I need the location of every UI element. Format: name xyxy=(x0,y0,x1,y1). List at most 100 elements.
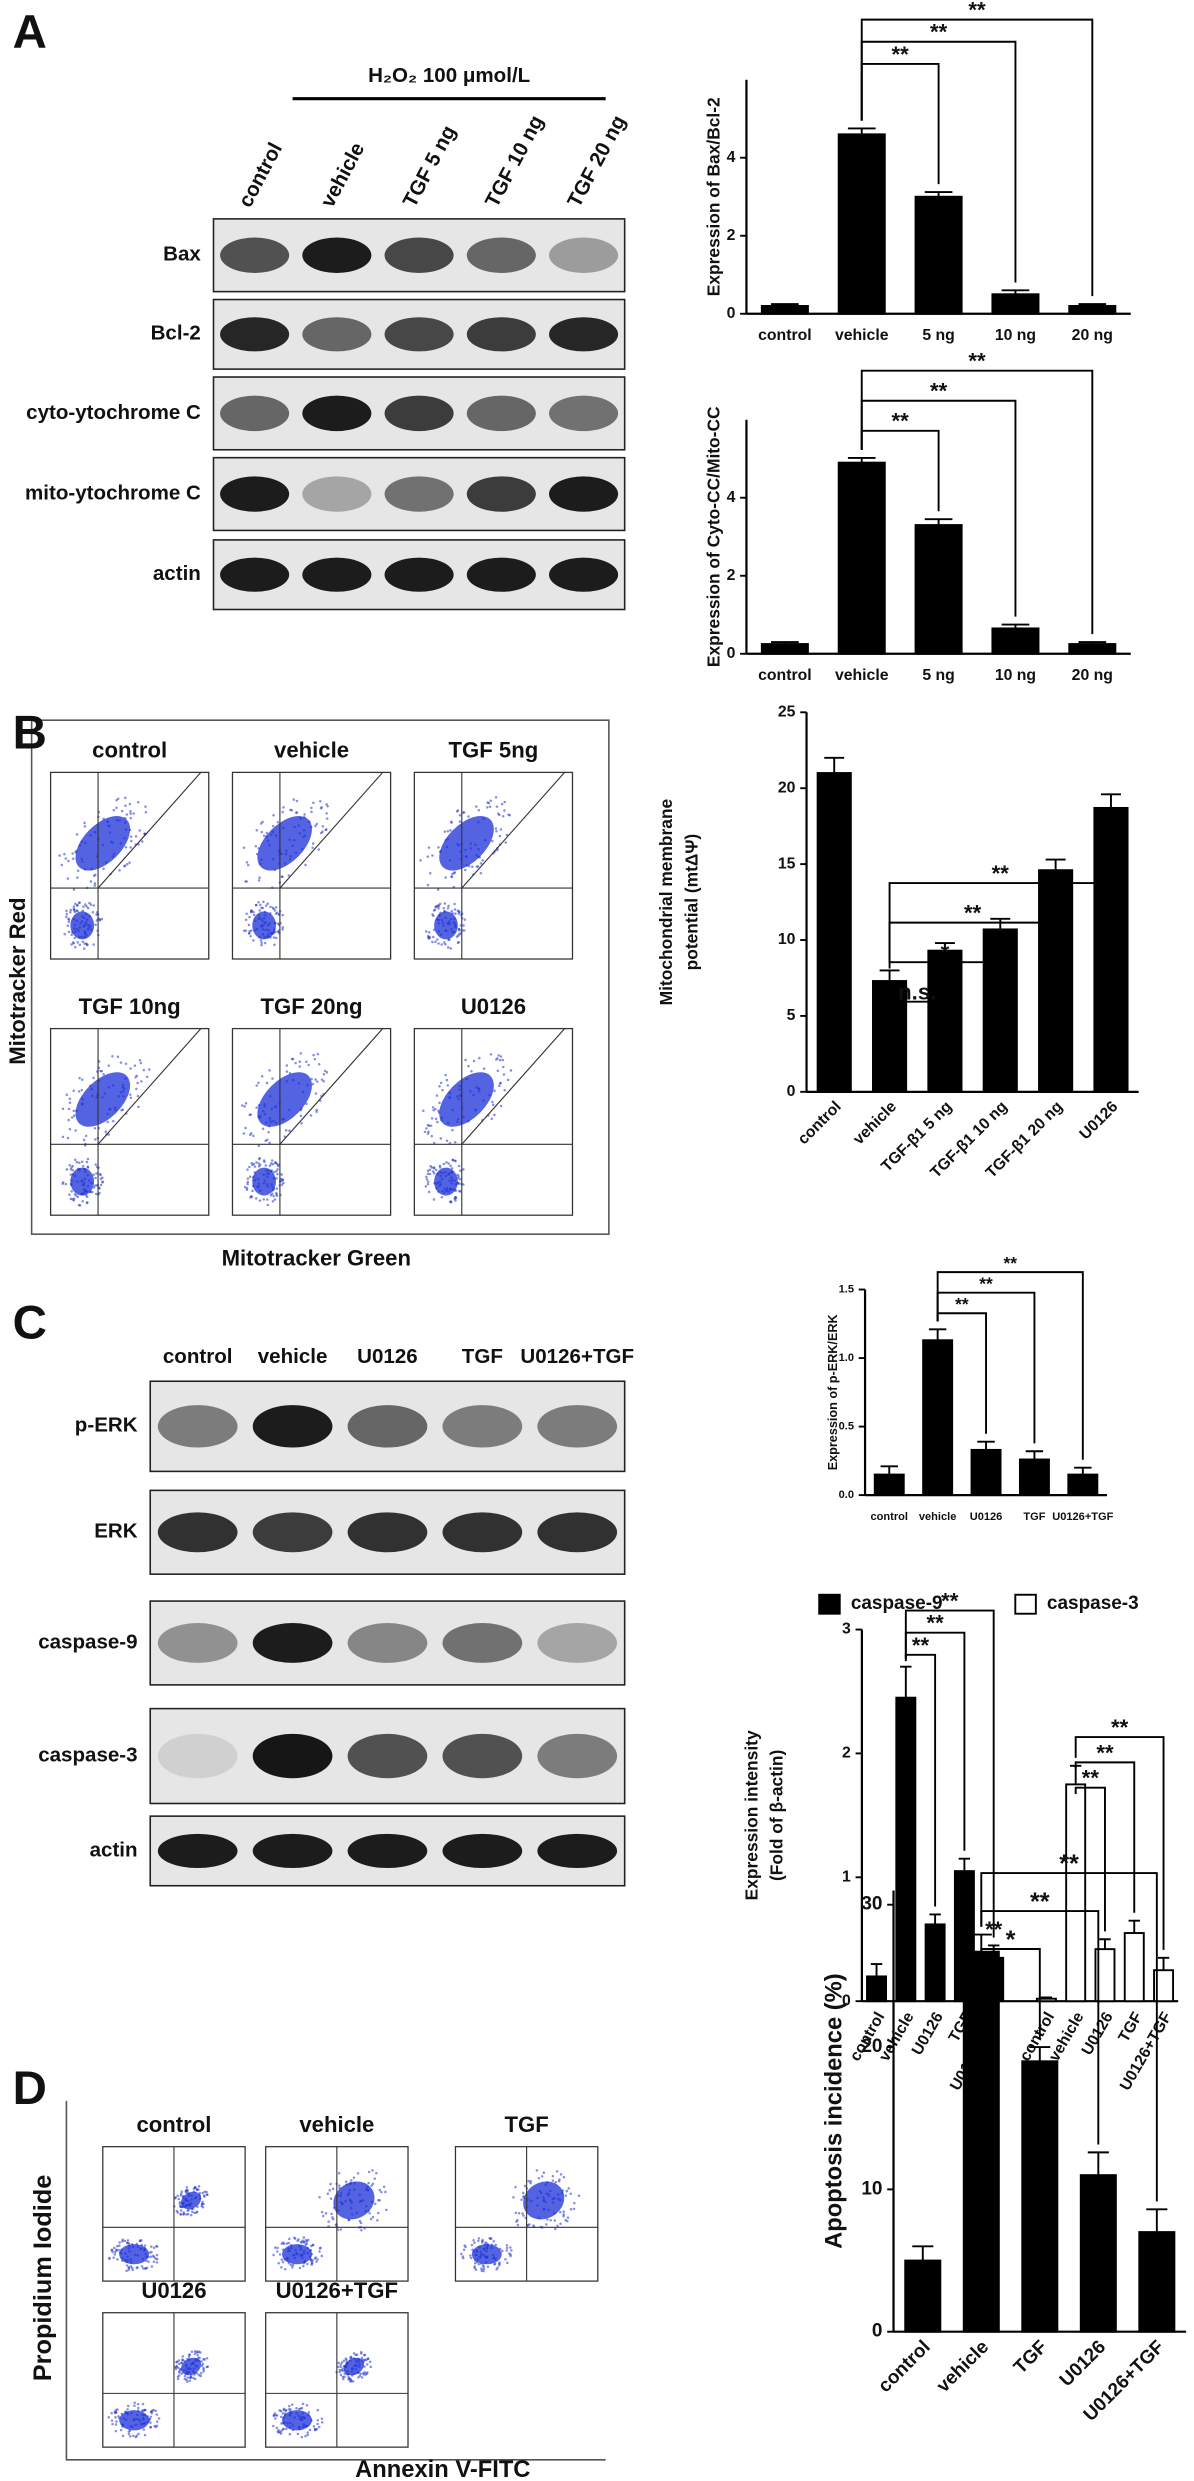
flow-dot xyxy=(260,943,263,947)
flow-dot xyxy=(367,2181,370,2185)
x-tick-label: TGF xyxy=(1023,1511,1045,1523)
significance-label: * xyxy=(941,940,950,965)
flow-dot xyxy=(284,1129,288,1132)
flow-dot xyxy=(297,2407,301,2411)
flow-dot xyxy=(179,2213,182,2216)
blot-band xyxy=(442,1512,523,1553)
flow-dot xyxy=(339,2373,343,2377)
flow-dot xyxy=(445,1078,449,1082)
flow-dot xyxy=(259,939,263,942)
lane-label: vehicle xyxy=(316,139,369,211)
flow-dot xyxy=(505,833,509,837)
error-bar xyxy=(990,917,1011,930)
flow-dot xyxy=(302,2240,306,2244)
flow-dot xyxy=(185,2213,188,2216)
flow-dot xyxy=(377,2199,380,2202)
flow-dot xyxy=(143,2409,146,2412)
flow-dot xyxy=(320,2254,324,2258)
flow-dot xyxy=(500,802,504,806)
flow-dot xyxy=(61,1182,64,1185)
flow-dot xyxy=(376,2211,380,2215)
flow-dot xyxy=(505,2246,509,2250)
flow-dot xyxy=(129,1096,133,1099)
flow-dot xyxy=(508,2252,511,2255)
flow-dot xyxy=(61,1135,65,1139)
flow-dot xyxy=(150,2265,154,2268)
flow-dot xyxy=(435,938,439,941)
flow-dot xyxy=(138,829,142,832)
flow-dot xyxy=(555,2170,559,2173)
flow-dot xyxy=(514,2211,518,2215)
flow-dot xyxy=(136,2266,139,2269)
flow-dot xyxy=(106,1120,109,1124)
flow-cluster xyxy=(252,911,276,940)
flow-dot xyxy=(493,2263,496,2266)
flow-dot xyxy=(315,2260,318,2263)
flow-dot xyxy=(469,2256,473,2260)
flow-dot xyxy=(281,926,284,929)
flow-dot xyxy=(94,1192,98,1196)
flow-dot xyxy=(65,909,68,913)
row-label: Bcl-2 xyxy=(151,322,201,345)
flow-dot xyxy=(71,1169,75,1172)
flow-dot xyxy=(338,2184,341,2187)
flow-cluster xyxy=(343,2357,365,2376)
row-label: actin xyxy=(90,1838,138,1861)
y-tick-label: 0 xyxy=(727,645,736,662)
flow-dot xyxy=(248,1165,251,1169)
bar xyxy=(982,928,1018,1093)
flow-dot xyxy=(203,2190,207,2194)
flow-dot xyxy=(347,2375,350,2379)
flow-dot xyxy=(281,928,284,931)
flow-dot xyxy=(189,2376,192,2379)
flow-dot xyxy=(83,821,86,825)
flow-dot xyxy=(439,1081,443,1085)
flow-dot xyxy=(325,817,329,820)
flow-dot xyxy=(481,2241,484,2244)
lane-label: U0126+TGF xyxy=(520,1345,634,1368)
plot-title: U0126 xyxy=(461,994,526,1019)
flow-dot xyxy=(363,2353,367,2357)
plot-title: TGF xyxy=(505,2112,549,2137)
blot-band xyxy=(157,1512,238,1553)
y-tick-label: 20 xyxy=(778,779,796,796)
treatment-label: H₂O₂ 100 μmol/L xyxy=(368,64,530,87)
flow-dot xyxy=(481,859,485,862)
flow-dot xyxy=(427,1130,430,1134)
flow-dot xyxy=(553,2219,557,2222)
panel-b-frame xyxy=(30,719,610,1235)
flow-dot xyxy=(275,1177,278,1180)
flow-dot xyxy=(272,1170,276,1174)
blot-band xyxy=(252,1623,333,1663)
flow-dot xyxy=(271,824,275,828)
flow-dot xyxy=(185,2378,188,2382)
flow-dot xyxy=(144,811,148,814)
flow-dot xyxy=(80,1160,84,1164)
flow-dot xyxy=(112,2256,115,2259)
flow-dot xyxy=(315,1080,319,1083)
flow-dot xyxy=(117,2415,120,2418)
flow-dot xyxy=(282,1181,285,1185)
lane-label: vehicle xyxy=(258,1345,328,1368)
flow-dot xyxy=(482,2267,486,2271)
flow-dot xyxy=(112,2246,116,2250)
flow-dot xyxy=(486,801,489,804)
flow-dot xyxy=(186,2209,189,2212)
flow-dot xyxy=(437,907,440,910)
bar xyxy=(866,1975,888,2003)
error-bar xyxy=(912,2245,934,2261)
flow-dot xyxy=(150,2250,153,2254)
flow-dot xyxy=(255,1106,258,1109)
blot-band xyxy=(466,317,536,352)
flow-dot xyxy=(471,865,474,869)
flow-dot xyxy=(116,2258,119,2261)
x-tick-label: U0126 xyxy=(1077,1098,1122,1143)
flow-dot xyxy=(120,809,124,813)
flow-dot xyxy=(289,2263,293,2267)
blot-band xyxy=(220,557,290,592)
flow-dot xyxy=(318,2195,321,2199)
flow-dot xyxy=(493,1113,496,1117)
flow-dot xyxy=(476,865,480,868)
flow-dot xyxy=(137,2406,140,2410)
y-axis-label: Propidium Iodide xyxy=(29,2175,57,2382)
